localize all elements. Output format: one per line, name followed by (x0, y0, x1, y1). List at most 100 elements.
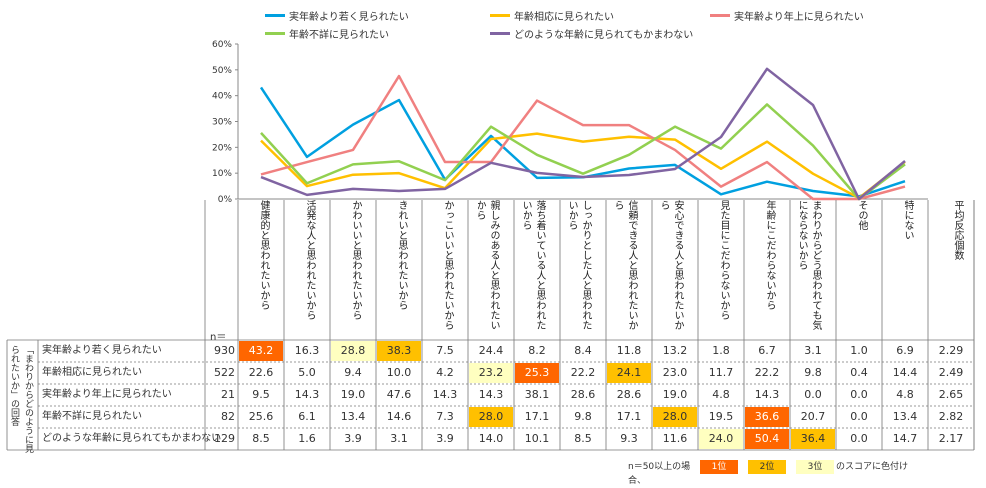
table-cell: 7.5 (436, 344, 454, 357)
table-cell: 10.0 (386, 366, 412, 379)
table-cell: 4.2 (436, 366, 454, 379)
avg-cell: 2.65 (938, 388, 964, 401)
table-cell: 1.8 (712, 344, 730, 357)
legend-label: 実年齢より若く見られたい (289, 12, 409, 23)
table-cell: 0.0 (850, 432, 868, 445)
table-cell: 13.4 (892, 410, 918, 423)
table-cell: 13.2 (662, 344, 688, 357)
table-cell: 14.7 (892, 432, 918, 445)
table-cell: 9.3 (620, 432, 638, 445)
row-label: どのような年齢に見られてもかまわない (42, 433, 222, 444)
legend-swatch (490, 14, 510, 17)
table-cell: 14.4 (892, 366, 918, 379)
series-line (260, 132, 906, 200)
table-cell: 22.6 (248, 366, 274, 379)
row-label: 実年齢より若く見られたい (42, 345, 162, 356)
table-cell: 0.0 (850, 410, 868, 423)
table-cell: 3.9 (436, 432, 454, 445)
legend-item: 年齢不詳に見られたい (265, 26, 389, 41)
table-cell: 28.0 (469, 407, 513, 427)
table-cell: 24.1 (607, 363, 651, 383)
table-cell: 22.2 (754, 366, 780, 379)
table-cell: 0.0 (804, 388, 822, 401)
avg-cell: 2.17 (938, 432, 964, 445)
table-cell: 28.6 (616, 388, 642, 401)
table-cell: 4.8 (712, 388, 730, 401)
table-cell: 25.3 (515, 363, 559, 383)
table-cell: 11.6 (662, 432, 688, 445)
legend-label: どのような年齢に見られてもかまわない (514, 30, 694, 41)
table-cell: 20.7 (800, 410, 826, 423)
table-cell: 9.8 (804, 366, 822, 379)
table-cell: 14.0 (478, 432, 504, 445)
legend-item: 年齢相応に見られたい (490, 8, 614, 23)
column-header: 健康的と思われたいから (258, 200, 269, 310)
table-cell: 14.6 (386, 410, 412, 423)
table-cell: 36.4 (791, 429, 835, 449)
table-cell: 11.7 (708, 366, 734, 379)
table-cell: 8.2 (528, 344, 546, 357)
table-cell: 14.3 (294, 388, 320, 401)
legend-label: 年齢不詳に見られたい (289, 30, 389, 41)
table-cell: 1.6 (298, 432, 316, 445)
legend-item: 実年齢より年上に見られたい (710, 8, 864, 23)
table-cell: 19.0 (662, 388, 688, 401)
y-tick-label: 0% (218, 195, 233, 205)
n-label: n＝ (210, 332, 227, 343)
avg-cell: 2.82 (938, 410, 964, 423)
table-cell: 28.8 (331, 341, 375, 361)
n-value: 82 (221, 410, 235, 423)
table-cell: 19.0 (340, 388, 366, 401)
column-header: しっかりとした人と思われたいから (570, 200, 591, 330)
footnote-rank2: 2位 (748, 460, 786, 474)
table-cell: 43.2 (239, 341, 283, 361)
y-tick-label: 20% (212, 143, 232, 153)
avg-cell: 2.29 (938, 344, 964, 357)
table-cell: 14.3 (754, 388, 780, 401)
table-cell: 14.3 (432, 388, 458, 401)
table-cell: 0.0 (850, 388, 868, 401)
y-tick-label: 40% (212, 92, 232, 102)
table-cell: 24.0 (699, 429, 743, 449)
n-value: 129 (214, 432, 235, 445)
table-cell: 11.8 (616, 344, 642, 357)
table-cell: 3.1 (804, 344, 822, 357)
n-value: 522 (214, 366, 235, 379)
legend-swatch (265, 32, 285, 35)
column-header: まわりからどう思われても気にならないから (800, 200, 821, 330)
table-cell: 50.4 (745, 429, 789, 449)
footnote-suffix: のスコアに色付け (836, 462, 909, 472)
n-value: 21 (221, 388, 235, 401)
column-header: きれいと思われたいから (396, 200, 407, 310)
column-header: 年齢にこだわらないから (764, 200, 775, 310)
avg-header: 平均反応個数 (952, 200, 963, 260)
table-cell: 14.3 (478, 388, 504, 401)
table-cell: 8.5 (574, 432, 592, 445)
legend-item: 実年齢より若く見られたい (265, 8, 409, 23)
table-cell: 23.0 (662, 366, 688, 379)
row-label: 年齢不詳に見られたい (42, 411, 142, 422)
table-cell: 10.1 (524, 432, 550, 445)
table-cell: 0.4 (850, 366, 868, 379)
table-cell: 3.1 (390, 432, 408, 445)
n-value: 930 (214, 344, 235, 357)
column-header: かっこいいと思われたいから (442, 200, 453, 330)
table-cell: 28.0 (653, 407, 697, 427)
column-header: その他 (856, 200, 867, 230)
table-cell: 28.6 (570, 388, 596, 401)
column-header: 活発な人と思われたいから (304, 200, 315, 320)
table-cell: 6.9 (896, 344, 914, 357)
table-cell: 47.6 (386, 388, 412, 401)
column-header: かわいいと思われたいから (350, 200, 361, 320)
table-cell: 13.4 (340, 410, 366, 423)
table-cell: 24.4 (478, 344, 504, 357)
table-cell: 16.3 (294, 344, 320, 357)
column-header: 信頼できる人と思われたいから (616, 200, 637, 330)
column-header: 見た目にこだわらないから (718, 200, 729, 320)
table-cell: 23.2 (469, 363, 513, 383)
table-cell: 8.4 (574, 344, 592, 357)
table-cell: 38.3 (377, 341, 421, 361)
table-cell: 4.8 (896, 388, 914, 401)
footnote-prefix: n＝50以上の場合、 (628, 462, 691, 486)
